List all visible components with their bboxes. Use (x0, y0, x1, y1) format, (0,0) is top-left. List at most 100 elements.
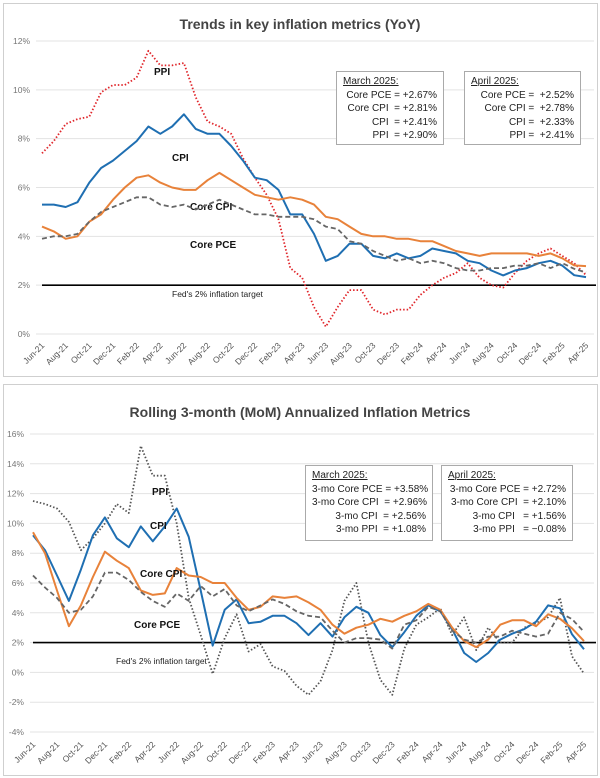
x-tick-label: Feb-24 (395, 739, 421, 765)
x-tick-label: Feb-22 (115, 340, 141, 366)
march-2025-box: March 2025: Core PCE = +2.67% Core CPI =… (336, 71, 444, 145)
x-tick-label: Aug-22 (186, 340, 213, 367)
x-tick-label: Apr-22 (132, 739, 157, 764)
box-line: 3-mo Core PCE = +2.72% (449, 483, 566, 495)
y-tick-label: 10% (7, 518, 24, 528)
series-label: Core CPI (140, 569, 182, 580)
rolling-chart-panel: Rolling 3-month (MoM) Annualized Inflati… (3, 384, 598, 776)
x-tick-label: Dec-24 (517, 340, 544, 367)
box-line: 3-mo PPI = −0.08% (473, 524, 566, 535)
y-tick-label: 6% (12, 578, 25, 588)
x-tick-label: Oct-21 (60, 739, 85, 764)
yoy-chart: Trends in key inflation metrics (YoY) 0% 2… (13, 16, 596, 367)
series-label: PPI (152, 487, 168, 498)
x-tick-label: Feb-23 (251, 739, 277, 765)
x-tick-label: Jun-23 (299, 739, 325, 765)
box-line: PPI = +2.90% (372, 130, 438, 141)
march-2025-box: March 2025: 3-mo Core PCE = +3.58% 3-mo … (305, 465, 433, 541)
x-tick-label: Jun-22 (163, 340, 189, 366)
y-tick-label: -2% (9, 697, 25, 707)
y-tick-label: 2% (12, 638, 25, 648)
box-line: PPI = +2.41% (509, 130, 575, 141)
yoy-chart-panel: Trends in key inflation metrics (YoY) 0% 2… (3, 3, 598, 377)
x-tick-label: Aug-21 (35, 739, 62, 766)
chart-title: Trends in key inflation metrics (YoY) (180, 16, 421, 32)
x-tick-label: Dec-22 (227, 739, 254, 766)
x-tick-label: Feb-25 (538, 739, 564, 765)
x-tick-label: Aug-24 (469, 340, 496, 367)
series-label: CPI (150, 521, 167, 532)
x-tick-label: Feb-22 (107, 739, 133, 765)
box-line: Core PCE = +2.52% (480, 89, 574, 101)
box-line: Core CPI = +2.78% (484, 103, 575, 114)
series-line-core-pce (41, 196, 587, 274)
x-tick-label: Dec-22 (233, 340, 260, 367)
y-tick-label: 2% (18, 280, 31, 290)
target-label: Fed's 2% inflation target (116, 656, 208, 666)
series-label: PPI (154, 67, 170, 78)
x-tick-label: Feb-24 (399, 340, 425, 366)
y-tick-label: -4% (9, 727, 25, 737)
x-tick-label: Apr-24 (420, 739, 445, 764)
box-line: 3-mo CPI = +2.56% (335, 510, 426, 522)
series-line-core-cpi (41, 171, 587, 268)
x-tick-label: Oct-23 (348, 739, 373, 764)
box-line: 3-mo CPI = +1.56% (472, 510, 566, 522)
series-label: CPI (172, 153, 189, 164)
april-2025-box: April 2025: Core PCE = +2.52% Core CPI =… (464, 71, 581, 145)
x-tick-label: Apr-24 (423, 340, 448, 365)
y-tick-label: 10% (13, 85, 30, 95)
series-line-core-pce (32, 571, 585, 650)
x-tick-label: Apr-25 (563, 739, 588, 764)
series-label: Core PCE (134, 620, 180, 631)
box-line: 3-mo PPI = +1.08% (335, 524, 426, 535)
y-tick-label: 4% (18, 231, 31, 241)
x-tick-label: Oct-24 (491, 739, 516, 764)
x-tick-label: Dec-23 (375, 340, 402, 367)
x-tick-label: Oct-22 (204, 739, 229, 764)
april-2025-box: April 2025: 3-mo Core PCE = +2.72% 3-mo … (441, 465, 573, 541)
box-title: March 2025: (312, 470, 368, 481)
y-tick-label: 4% (12, 608, 25, 618)
x-tick-label: Jun-24 (447, 340, 473, 366)
box-line: Core PCE = +2.67% (346, 89, 437, 101)
target-label: Fed's 2% inflation target (172, 289, 264, 299)
box-line: 3-mo Core PCE = +3.58% (312, 483, 429, 495)
y-tick-label: 0% (18, 329, 31, 339)
x-tick-label: Jun-22 (156, 739, 182, 765)
x-tick-label: Oct-22 (211, 340, 236, 365)
box-title: March 2025: (343, 76, 399, 87)
x-tick-label: Aug-22 (179, 739, 206, 766)
x-tick-label: Dec-23 (370, 739, 397, 766)
x-tick-label: Jun-23 (305, 340, 331, 366)
x-tick-label: Feb-23 (257, 340, 283, 366)
series-line-ppi (32, 445, 585, 696)
x-tick-label: Dec-24 (514, 739, 541, 766)
x-tick-label: Feb-25 (541, 340, 567, 366)
x-tick-label: Aug-23 (322, 739, 349, 766)
x-tick-label: Jun-21 (12, 739, 38, 765)
x-tick-label: Aug-23 (327, 340, 354, 367)
x-tick-label: Aug-24 (466, 739, 493, 766)
x-tick-label: Aug-21 (44, 340, 71, 367)
box-line: Core CPI = +2.81% (347, 103, 438, 114)
series-line-core-cpi (32, 531, 585, 649)
y-tick-label: 6% (18, 183, 31, 193)
series-label: Core CPI (190, 202, 232, 213)
x-tick-label: Apr-22 (140, 340, 165, 365)
x-tick-label: Oct-24 (494, 340, 519, 365)
x-tick-label: Apr-23 (281, 340, 306, 365)
x-tick-label: Oct-23 (352, 340, 377, 365)
y-tick-label: 0% (12, 667, 25, 677)
box-line: 3-mo Core CPI = +2.96% (312, 497, 428, 508)
x-tick-label: Apr-25 (565, 340, 590, 365)
chart-title: Rolling 3-month (MoM) Annualized Inflati… (130, 404, 471, 420)
x-tick-label: Dec-21 (91, 340, 118, 367)
x-tick-label: Jun-24 (443, 739, 469, 765)
y-tick-label: 8% (12, 548, 25, 558)
x-tick-label: Oct-21 (69, 340, 94, 365)
y-tick-label: 12% (7, 489, 24, 499)
box-line: CPI = +2.41% (371, 116, 437, 128)
box-line: CPI = +2.33% (508, 116, 574, 128)
x-tick-label: Jun-21 (21, 340, 47, 366)
